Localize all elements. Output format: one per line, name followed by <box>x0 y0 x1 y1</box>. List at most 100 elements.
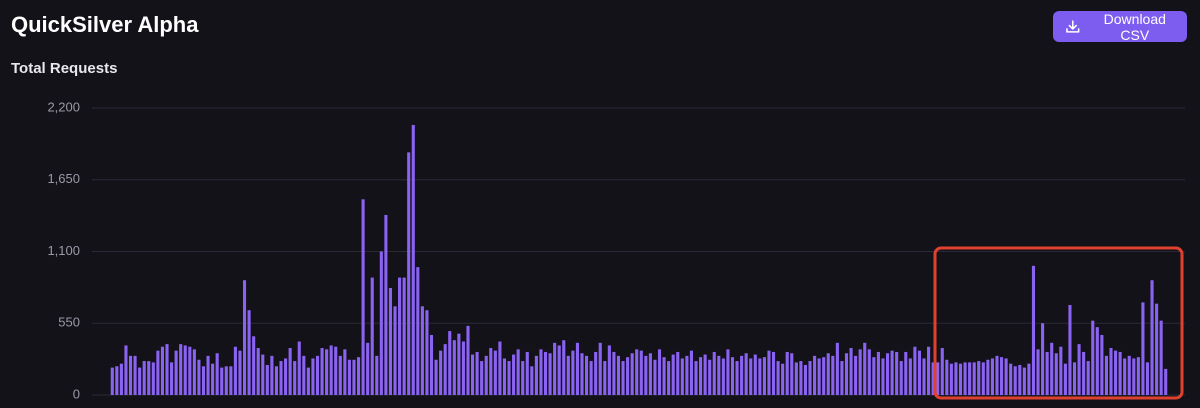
bar <box>808 361 812 395</box>
bar <box>370 277 374 395</box>
bar <box>279 361 283 395</box>
bar <box>265 364 269 395</box>
bar <box>635 349 639 395</box>
bar <box>1072 362 1077 395</box>
bar <box>854 355 858 395</box>
bar <box>165 344 169 395</box>
bar <box>594 351 598 395</box>
bar <box>557 345 561 395</box>
download-button[interactable]: Download CSV <box>1053 10 1187 43</box>
bar <box>1045 351 1049 395</box>
bar <box>794 362 798 395</box>
bar <box>776 361 780 395</box>
bar <box>439 350 443 395</box>
bar <box>849 348 853 395</box>
bar <box>876 351 880 395</box>
bar <box>470 354 475 395</box>
bar <box>639 350 643 395</box>
bar <box>466 325 470 395</box>
bar <box>261 354 265 395</box>
bar <box>338 355 342 395</box>
bar <box>781 363 785 395</box>
bar <box>899 361 903 395</box>
bar <box>211 363 215 395</box>
bar <box>197 359 201 395</box>
bar <box>717 355 721 395</box>
bar <box>726 349 730 395</box>
bar <box>434 359 438 395</box>
bar <box>1004 358 1008 395</box>
bar <box>160 346 164 395</box>
bar <box>1041 323 1045 395</box>
button-label: Download CSV <box>1103 10 1166 43</box>
bar <box>908 358 912 395</box>
bar <box>1086 361 1090 395</box>
page-title: QuickSilver Alpha <box>11 12 199 37</box>
bar <box>1054 353 1058 395</box>
bar <box>138 367 142 395</box>
bar <box>954 362 958 395</box>
bar <box>388 288 393 395</box>
download-icon <box>1066 19 1080 33</box>
bar <box>493 350 497 395</box>
bar <box>420 306 424 395</box>
bar <box>585 355 589 395</box>
bar <box>817 358 821 395</box>
bar <box>375 355 379 395</box>
bar <box>302 355 306 395</box>
bar <box>297 341 301 395</box>
bar <box>539 349 543 395</box>
bar <box>1077 344 1081 395</box>
bar <box>1123 358 1127 395</box>
bar <box>448 331 452 395</box>
bar <box>379 251 383 395</box>
bar <box>147 361 151 395</box>
bar <box>945 359 949 395</box>
bar <box>393 306 397 395</box>
bar <box>334 346 338 395</box>
bar <box>1022 367 1026 395</box>
bar <box>1091 320 1095 395</box>
bar <box>936 362 940 395</box>
bar <box>548 353 552 395</box>
bar <box>206 355 210 395</box>
bar <box>1013 366 1017 395</box>
bar <box>648 353 652 395</box>
bar <box>762 357 766 395</box>
bar <box>288 348 292 395</box>
bar <box>671 354 675 395</box>
bar <box>881 358 885 395</box>
bar <box>502 358 507 395</box>
bar <box>238 350 242 395</box>
bar <box>484 355 488 395</box>
bar <box>721 358 725 395</box>
bar <box>1009 363 1013 395</box>
bar <box>452 340 456 395</box>
bar <box>680 358 684 395</box>
bar <box>990 358 994 395</box>
bar <box>361 199 365 395</box>
bar <box>667 361 671 395</box>
bar <box>771 351 776 395</box>
bar <box>1018 364 1022 395</box>
bar <box>616 355 621 395</box>
bar <box>835 342 839 395</box>
bar <box>621 361 625 395</box>
bar <box>229 366 233 395</box>
bar <box>1059 346 1063 395</box>
bar <box>1109 348 1113 395</box>
y-tick-label: 1,100 <box>47 243 80 258</box>
y-tick-label: 0 <box>73 386 80 401</box>
bar <box>429 334 434 395</box>
bar <box>981 362 985 395</box>
bar <box>461 341 465 395</box>
bar <box>922 358 926 395</box>
bar <box>480 361 484 395</box>
bar <box>963 362 967 395</box>
bar <box>498 341 502 395</box>
bar <box>694 361 698 395</box>
bar <box>252 336 256 395</box>
bar <box>699 357 703 395</box>
